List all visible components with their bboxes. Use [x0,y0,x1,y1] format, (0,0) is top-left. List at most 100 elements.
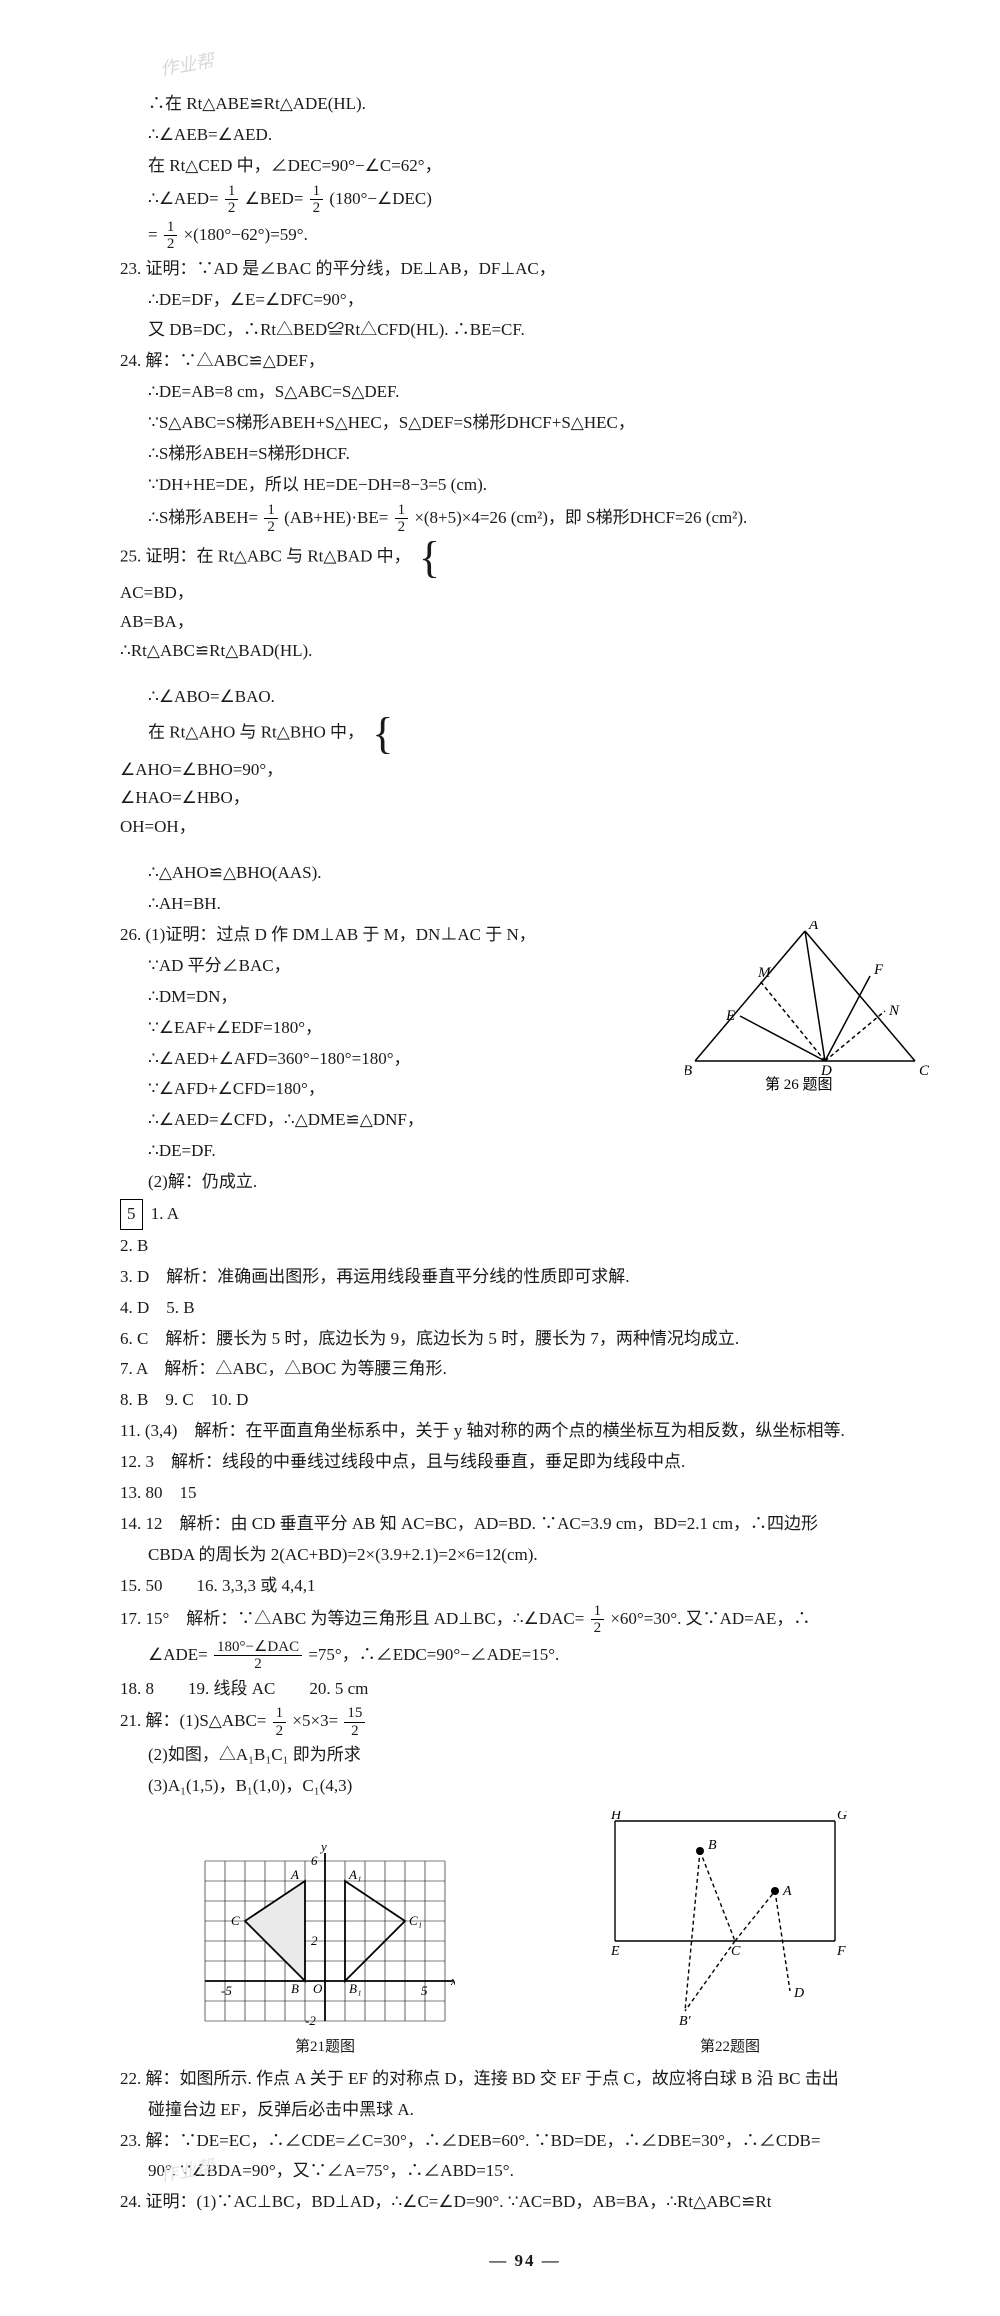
fraction: 12 [310,183,324,217]
text-line: 3. D 解析：准确画出图形，再运用线段垂直平分线的性质即可求解. [120,1263,930,1294]
svg-text:E: E [610,1944,620,1959]
svg-text:第 26 题图: 第 26 题图 [765,1075,833,1093]
svg-text:6: 6 [311,1853,318,1868]
fraction: 152 [344,1705,365,1739]
text-line: 14. 12 解析：由 CD 垂直平分 AB 知 AC=BC，AD=BD. ∵A… [120,1510,930,1541]
text-line: ∵∠EAF+∠EDF=180°， [120,1014,675,1045]
text-line: ∴DE=DF，∠E=∠DFC=90°， [120,286,930,317]
text-line: ∵AD 平分∠BAC， [120,952,675,983]
svg-text:A: A [808,921,819,933]
svg-text:B: B [685,1063,692,1079]
text-line: ∠ADE= 180°−∠DAC2 =75°，∴∠EDC=90°−∠ADE=15°… [120,1639,930,1675]
fraction: 180°−∠DAC2 [214,1639,302,1673]
text-frag: (AB+HE)·BE= [284,508,388,527]
svg-text:A: A [290,1867,299,1882]
text-line: ∴∠AED= 12 ∠BED= 12 (180°−∠DEC) [120,183,930,219]
text-line: 22. 解：如图所示. 作点 A 关于 EF 的对称点 D，连接 BD 交 EF… [120,2065,930,2096]
text-line: 在 Rt△AHO 与 Rt△BHO 中， { [120,714,930,756]
text-line: (2)如图，△A₁B₁C₁ 即为所求 [120,1741,930,1772]
text-line: ∴S梯形ABEH= 12 (AB+HE)·BE= 12 ×(8+5)×4=26 … [120,502,930,538]
text-frag: ∴∠AED= [148,189,219,208]
figure-21-grid: ABCA₁B₁C₁O-5562-2xy [195,1811,455,2031]
fraction: 12 [273,1705,287,1739]
brace-item: ∠HAO=∠HBO， [120,784,930,813]
text-line: ∴DE=DF. [120,1137,675,1168]
text-line: 23. 解：∵DE=EC，∴∠CDE=∠C=30°，∴∠DEB=60°. ∵BD… [120,2127,930,2158]
text-frag: ∠ADE= [148,1645,208,1664]
text-line: ∴S梯形ABEH=S梯形DHCF. [120,440,930,471]
text-line: 23. 证明：∵AD 是∠BAC 的平分线，DE⊥AB，DF⊥AC， [120,255,930,286]
text-line: (2)解：仍成立. [120,1168,675,1199]
text-line: 5 1. A [120,1199,930,1232]
text-line: 24. 证明：(1)∵AC⊥BC，BD⊥AD，∴∠C=∠D=90°. ∵AC=B… [120,2188,930,2219]
text-frag: (180°−∠DEC) [329,189,431,208]
svg-text:F: F [836,1944,846,1959]
text-frag: ×5×3= [292,1711,338,1730]
text-line: 在 Rt△CED 中，∠DEC=90°−∠C=62°， [120,152,930,183]
text-line: ∵DH+HE=DE，所以 HE=DE−DH=8−3=5 (cm). [120,471,930,502]
text-line: 15. 50 16. 3,3,3 或 4,4,1 [120,1572,930,1603]
text-line: 12. 3 解析：线段的中垂线过线段中点，且与线段垂直，垂足即为线段中点. [120,1448,930,1479]
figure-26-diagram: ABCDEMFN第 26 题图 [685,921,930,1096]
text-line: ∴DM=DN， [120,983,675,1014]
brace-item: AB=BA， [120,608,930,637]
text-line: 17. 15° 解析：∵△ABC 为等边三角形且 AD⊥BC，∴∠DAC= 12… [120,1603,930,1639]
svg-text:E: E [725,1008,735,1024]
text-line: 2. B [120,1232,930,1263]
fraction: 12 [264,502,278,536]
svg-text:C: C [731,1944,741,1959]
watermark-top: 作业帮 [158,46,216,86]
text-frag: = [148,225,158,244]
text-frag: 17. 15° 解析：∵△ABC 为等边三角形且 AD⊥BC，∴∠DAC= [120,1609,584,1628]
text-frag: ∠BED= [245,189,304,208]
text-frag: 21. 解：(1)S△ABC= [120,1711,266,1730]
brace-group: { [419,538,444,578]
svg-text:O: O [313,1981,323,1996]
text-frag: ∴Rt△ABC≌Rt△BAD(HL). [120,641,312,660]
svg-text:y: y [319,1839,327,1854]
fraction: 12 [591,1603,605,1637]
svg-text:M: M [757,965,772,981]
svg-text:D: D [793,1986,804,2001]
text-line: 又 DB=DC，∴Rt△BED≌Rt△CFD(HL). ∴BE=CF. [120,316,930,347]
text-line: CBDA 的周长为 2(AC+BD)=2×(3.9+2.1)=2×6=12(cm… [120,1541,930,1572]
svg-text:G: G [837,1811,847,1823]
text-line: 8. B 9. C 10. D [120,1386,930,1417]
text-frag: ×60°=30°. 又∵AD=AE，∴ [610,1609,810,1628]
svg-text:-5: -5 [221,1983,232,1998]
text-line: 7. A 解析：△ABC，△BOC 为等腰三角形. [120,1355,930,1386]
svg-text:C: C [231,1913,240,1928]
svg-text:H: H [610,1811,622,1823]
text-line: ∵∠AFD+∠CFD=180°， [120,1075,675,1106]
text-frag: ×(180°−62°)=59°. [184,225,308,244]
text-line: ∴DE=AB=8 cm，S△ABC=S△DEF. [120,378,930,409]
text-frag: 25. 证明：在 Rt△ABC 与 Rt△BAD 中， [120,547,411,566]
text-line: ∴∠AEB=∠AED. [120,121,930,152]
fraction: 12 [164,219,178,253]
fraction: 12 [395,502,409,536]
page-number: — 94 — [120,2247,930,2276]
brace-item: AC=BD， [120,579,930,608]
svg-text:A₁: A₁ [348,1867,361,1882]
text-line: ∴△AHO≌△BHO(AAS). [120,859,930,890]
brace-group: { [372,714,397,754]
brace-item: ∠AHO=∠BHO=90°， [120,756,930,785]
svg-text:N: N [888,1003,900,1019]
section-number-box: 5 [120,1199,143,1230]
text-line: 90°. ∵∠BDA=90°，又∵∠A=75°，∴∠ABD=15°. [120,2157,930,2188]
text-line: 24. 解：∵△ABC≌△DEF， [120,347,930,378]
text-frag: ∴S梯形ABEH= [148,508,258,527]
svg-text:C₁: C₁ [409,1913,422,1928]
svg-text:A: A [782,1884,792,1899]
figure-22-caption: 第22题图 [605,2035,855,2061]
text-line: ∴AH=BH. [120,890,930,921]
svg-text:B₁: B₁ [349,1981,361,1996]
text-line: 6. C 解析：腰长为 5 时，底边长为 9，底边长为 5 时，腰长为 7，两种… [120,1325,930,1356]
text-line: 25. 证明：在 Rt△ABC 与 Rt△BAD 中， { [120,538,930,580]
svg-text:B′: B′ [679,2014,692,2029]
text-line: 碰撞台边 EF，反弹后必击中黑球 A. [120,2096,930,2127]
figure-22-diagram: HGEFBACDB′ [605,1811,855,2031]
text-frag: 1. A [151,1204,179,1223]
text-frag: 在 Rt△AHO 与 Rt△BHO 中， [148,723,364,742]
fraction: 12 [225,183,239,217]
